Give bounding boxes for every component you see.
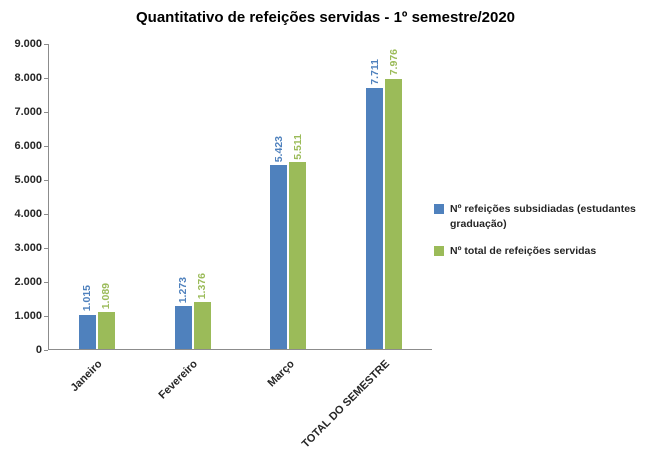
bar-series-1 bbox=[289, 162, 307, 349]
bar-series-1 bbox=[193, 302, 211, 349]
bar-series-0 bbox=[366, 87, 384, 349]
legend-swatch bbox=[434, 204, 444, 214]
y-axis-tick bbox=[44, 78, 48, 79]
plot-area: 1.015 1.089 1.273 1.376 5.423 5.511 7.711 7.976 bbox=[48, 44, 432, 350]
bar-series-0 bbox=[78, 314, 96, 349]
bar-group-1: 1.273 1.376 bbox=[145, 44, 241, 349]
bar-column: 7.711 bbox=[366, 44, 384, 349]
bar-column: 1.089 bbox=[97, 44, 115, 349]
y-axis-tick-label: 4.000 bbox=[14, 208, 42, 220]
y-axis-tick-label: 7.000 bbox=[14, 106, 42, 118]
bar-series-0 bbox=[174, 305, 192, 349]
y-axis-tick-label: 1.000 bbox=[14, 310, 42, 322]
x-axis-label-text: TOTAL DO SEMESTRE bbox=[300, 358, 393, 451]
bar-value-label: 7.976 bbox=[387, 49, 400, 76]
bar-value-label: 1.089 bbox=[100, 282, 113, 310]
y-axis-tick-label: 2.000 bbox=[14, 276, 42, 288]
x-axis-label-text: Março bbox=[265, 358, 297, 390]
y-axis-tick bbox=[44, 180, 48, 181]
bar-group-0: 1.015 1.089 bbox=[49, 44, 145, 349]
bar-series-1 bbox=[97, 312, 115, 349]
bar-group-3: 7.711 7.976 bbox=[336, 44, 432, 349]
legend-label: Nº refeições subsidiadas (estudantes gra… bbox=[450, 203, 636, 230]
y-axis-tick bbox=[44, 214, 48, 215]
legend-swatch bbox=[434, 246, 444, 257]
bar-column: 7.976 bbox=[385, 44, 403, 349]
y-axis-tick bbox=[44, 44, 48, 45]
bar-value-label: 7.711 bbox=[368, 58, 381, 85]
legend-label: Nº total de refeições servidas bbox=[450, 245, 597, 258]
bar-value-label: 5.511 bbox=[291, 133, 304, 160]
y-axis-tick-label: 6.000 bbox=[14, 140, 42, 152]
bar-group-2: 5.423 5.511 bbox=[241, 44, 337, 349]
bar-value-label: 1.376 bbox=[196, 273, 209, 300]
y-axis-tick-label: 8.000 bbox=[14, 72, 42, 84]
y-axis-tick-label: 9.000 bbox=[14, 38, 42, 50]
y-axis-tick-label: 5.000 bbox=[14, 174, 42, 186]
y-axis-tick bbox=[44, 146, 48, 147]
y-axis-tick-label: 3.000 bbox=[14, 242, 42, 254]
chart-title: Quantitativo de refeições servidas - 1º … bbox=[136, 9, 515, 26]
x-axis-label-text: Fevereiro bbox=[156, 358, 201, 402]
bar-column: 5.511 bbox=[289, 44, 307, 349]
y-axis-tick bbox=[44, 112, 48, 113]
legend-item-1: Nº total de refeições servidas bbox=[434, 244, 648, 259]
y-axis-tick bbox=[44, 350, 48, 351]
bar-value-label: 5.423 bbox=[272, 135, 285, 163]
bar-column: 1.273 bbox=[174, 44, 192, 349]
bar-series-1 bbox=[385, 78, 403, 349]
y-axis-tick bbox=[44, 248, 48, 249]
bar-value-label: 1.015 bbox=[81, 285, 94, 312]
x-axis-label-text: Janeiro bbox=[68, 358, 105, 395]
y-axis-tick bbox=[44, 316, 48, 317]
bar-column: 1.376 bbox=[193, 44, 211, 349]
bar-column: 5.423 bbox=[270, 44, 288, 349]
y-axis-tick-label: 0 bbox=[35, 344, 42, 356]
y-axis-tick bbox=[44, 282, 48, 283]
legend-item-0: Nº refeições subsidiadas (estudantes gra… bbox=[434, 202, 648, 231]
legend: Nº refeições subsidiadas (estudantes gra… bbox=[434, 202, 648, 259]
bar-series-0 bbox=[270, 165, 288, 349]
bar-column: 1.015 bbox=[78, 44, 96, 349]
bar-value-label: 1.273 bbox=[177, 276, 190, 303]
